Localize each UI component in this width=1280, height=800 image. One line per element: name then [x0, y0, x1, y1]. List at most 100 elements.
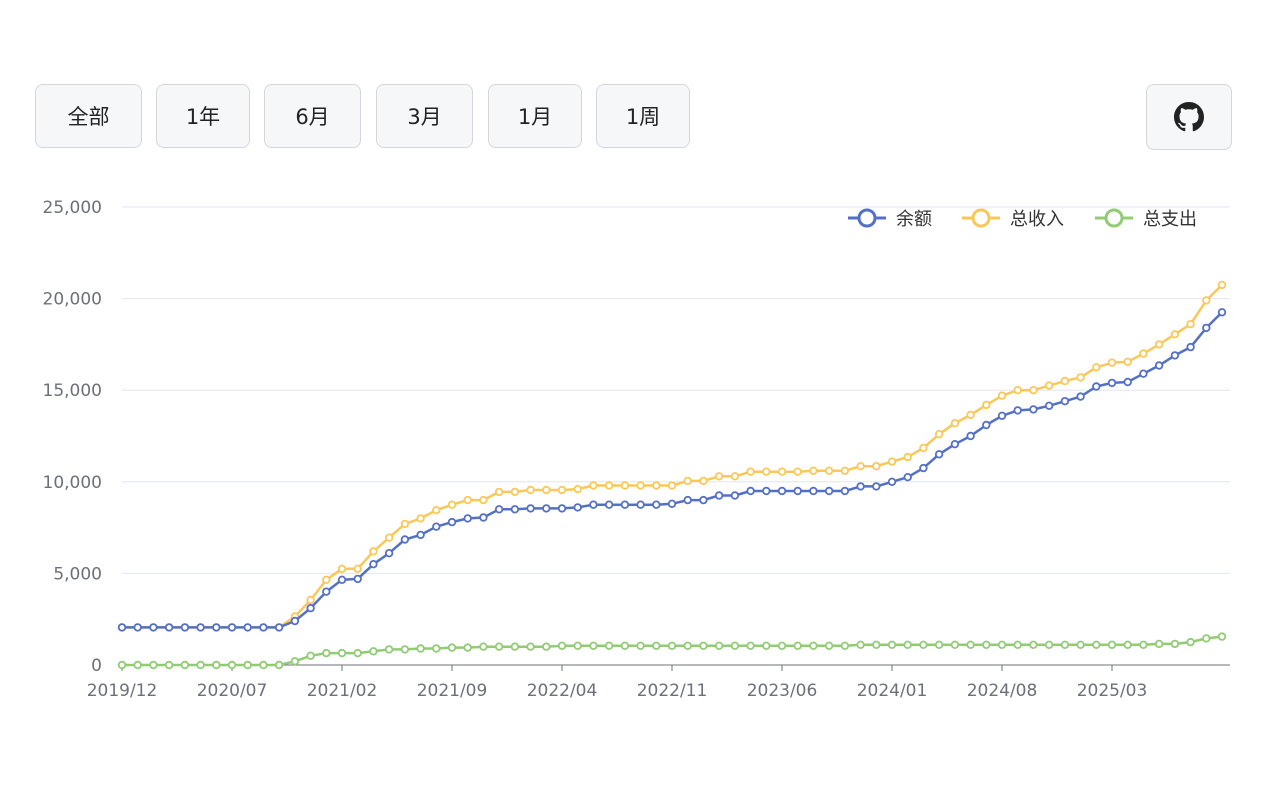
data-point[interactable]	[746, 467, 755, 476]
data-point[interactable]	[274, 660, 284, 670]
data-point[interactable]	[730, 491, 740, 500]
legend-item-0[interactable]: 余额	[848, 208, 932, 230]
data-point[interactable]	[1123, 357, 1132, 366]
data-point[interactable]	[667, 481, 677, 490]
data-point[interactable]	[966, 640, 975, 649]
data-point[interactable]	[620, 481, 630, 490]
data-point[interactable]	[196, 660, 205, 670]
data-point[interactable]	[1139, 640, 1148, 649]
data-point[interactable]	[479, 513, 488, 522]
data-point[interactable]	[919, 463, 928, 473]
data-point[interactable]	[683, 641, 692, 650]
data-point[interactable]	[384, 645, 394, 654]
data-point[interactable]	[1154, 340, 1164, 349]
data-point[interactable]	[1139, 349, 1148, 358]
data-point[interactable]	[164, 623, 174, 632]
data-point[interactable]	[557, 504, 567, 513]
data-point[interactable]	[542, 642, 551, 651]
data-point[interactable]	[809, 486, 818, 496]
data-point[interactable]	[1044, 640, 1054, 649]
data-point[interactable]	[322, 575, 331, 584]
data-point[interactable]	[982, 420, 991, 430]
data-point[interactable]	[369, 560, 378, 569]
data-point[interactable]	[149, 623, 158, 632]
data-point[interactable]	[1170, 351, 1180, 360]
data-point[interactable]	[919, 443, 928, 453]
data-point[interactable]	[762, 467, 771, 476]
data-point[interactable]	[1186, 637, 1195, 647]
data-point[interactable]	[793, 641, 802, 650]
data-point[interactable]	[416, 644, 425, 653]
data-point[interactable]	[714, 491, 724, 500]
data-point[interactable]	[384, 549, 394, 558]
legend-item-1[interactable]: 总收入	[962, 208, 1064, 230]
data-point[interactable]	[934, 430, 944, 439]
data-point[interactable]	[494, 487, 504, 497]
data-point[interactable]	[573, 503, 582, 512]
data-point[interactable]	[934, 450, 944, 459]
data-point[interactable]	[1202, 296, 1211, 305]
data-point[interactable]	[1060, 640, 1070, 649]
data-point[interactable]	[982, 640, 991, 649]
data-point[interactable]	[180, 660, 190, 670]
data-point[interactable]	[840, 486, 850, 496]
data-point[interactable]	[620, 641, 630, 650]
data-point[interactable]	[290, 657, 300, 666]
data-point[interactable]	[714, 641, 724, 650]
data-point[interactable]	[950, 419, 960, 428]
data-point[interactable]	[714, 472, 724, 481]
data-point[interactable]	[683, 476, 692, 486]
data-point[interactable]	[699, 641, 708, 650]
data-point[interactable]	[762, 486, 771, 496]
data-point[interactable]	[416, 514, 425, 523]
data-point[interactable]	[447, 643, 457, 652]
data-point[interactable]	[479, 495, 488, 505]
data-point[interactable]	[510, 487, 520, 497]
data-point[interactable]	[1186, 320, 1195, 329]
data-point[interactable]	[1013, 406, 1022, 415]
legend-item-2[interactable]: 总支出	[1095, 208, 1197, 230]
data-point[interactable]	[699, 476, 708, 486]
data-point[interactable]	[306, 595, 315, 605]
data-point[interactable]	[353, 648, 362, 658]
data-point[interactable]	[164, 660, 174, 670]
data-point[interactable]	[966, 410, 975, 420]
data-point[interactable]	[526, 504, 535, 513]
data-point[interactable]	[1186, 342, 1195, 352]
data-point[interactable]	[793, 467, 802, 476]
data-point[interactable]	[636, 500, 645, 509]
data-point[interactable]	[573, 484, 582, 494]
data-point[interactable]	[950, 440, 960, 449]
data-point[interactable]	[149, 660, 158, 670]
data-point[interactable]	[777, 641, 787, 650]
data-point[interactable]	[463, 495, 472, 505]
data-point[interactable]	[526, 642, 535, 651]
data-point[interactable]	[604, 500, 614, 509]
data-point[interactable]	[824, 641, 834, 650]
data-point[interactable]	[322, 648, 331, 658]
data-point[interactable]	[997, 411, 1007, 420]
data-point[interactable]	[620, 500, 630, 509]
data-point[interactable]	[227, 623, 237, 632]
data-point[interactable]	[432, 506, 441, 515]
data-point[interactable]	[856, 462, 865, 471]
data-point[interactable]	[337, 564, 347, 573]
data-point[interactable]	[259, 660, 268, 670]
data-point[interactable]	[400, 519, 410, 529]
data-point[interactable]	[212, 660, 221, 670]
data-point[interactable]	[259, 623, 268, 632]
data-point[interactable]	[432, 522, 441, 531]
data-point[interactable]	[1029, 405, 1038, 414]
data-point[interactable]	[824, 466, 834, 475]
data-point[interactable]	[1029, 640, 1038, 649]
range-3m-button[interactable]: 3月	[376, 84, 473, 148]
data-point[interactable]	[542, 485, 551, 495]
data-point[interactable]	[1092, 382, 1101, 391]
data-point[interactable]	[133, 623, 142, 632]
data-point[interactable]	[1139, 369, 1148, 378]
data-point[interactable]	[447, 500, 457, 509]
data-point[interactable]	[290, 616, 300, 626]
data-point[interactable]	[887, 457, 897, 466]
range-all-button[interactable]: 全部	[35, 84, 142, 148]
data-point[interactable]	[274, 623, 284, 632]
